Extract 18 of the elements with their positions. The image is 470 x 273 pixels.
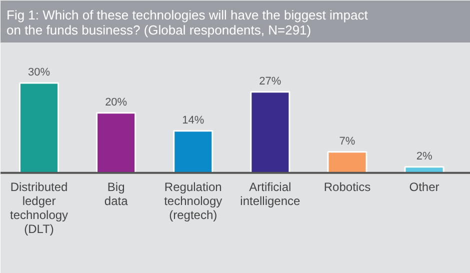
bar bbox=[19, 82, 60, 174]
data-label: 2% bbox=[416, 150, 432, 162]
x-tick-label: Regulation technology (regtech) bbox=[164, 180, 222, 222]
data-label: 20% bbox=[105, 96, 128, 108]
x-tick-label: Other bbox=[409, 180, 440, 194]
bar bbox=[96, 112, 136, 174]
x-tick-label: Distributed ledger technology (DLT) bbox=[10, 180, 68, 236]
bar bbox=[250, 91, 290, 174]
x-tick-label: Robotics bbox=[324, 180, 371, 194]
x-tick-label: Big data bbox=[104, 180, 128, 208]
bar bbox=[173, 130, 214, 174]
chart-title: Fig 1: Which of these technologies will have the biggest impact on the funds business? (Global respondents, N=291) bbox=[6, 8, 368, 38]
bar bbox=[327, 151, 368, 174]
x-tick-label: Artificial intelligence bbox=[240, 180, 301, 208]
data-label: 14% bbox=[182, 114, 204, 126]
data-label: 27% bbox=[259, 75, 282, 88]
data-label: 7% bbox=[339, 135, 356, 148]
data-label: 30% bbox=[28, 66, 50, 78]
